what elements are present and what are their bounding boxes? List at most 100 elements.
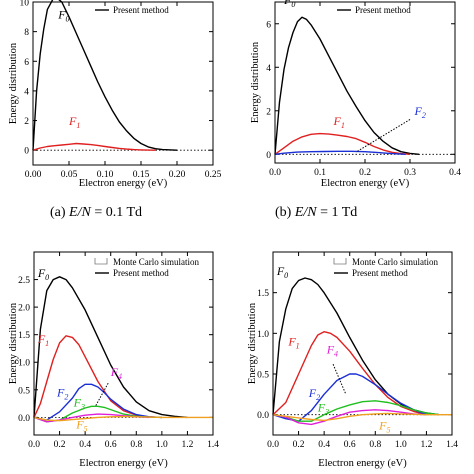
series-label-F0: F0	[276, 264, 288, 280]
y-tick-label: 6	[266, 20, 271, 30]
x-tick-label: 1.4	[446, 440, 458, 450]
chart-panel-d: 0.0 0.2 0.4 0.6 0.8 1.0 1.2 1.4 0.0 0.5 1.0 1.5 F0 F1…	[247, 251, 458, 469]
series-label-F1: F1	[68, 114, 80, 130]
plot-frame	[33, 251, 214, 436]
x-tick-label: 0.20	[169, 170, 186, 180]
x-tick-label: 1.4	[207, 440, 219, 450]
legend-entry: Present method	[113, 5, 169, 15]
legend-entry: Present method	[355, 5, 411, 15]
y-tick-label: 0	[24, 147, 29, 157]
series-label-F0: F0	[283, 0, 295, 9]
chart-panel-c: 0.0 0.2 0.4 0.6 0.8 1.0 1.2 1.4 0.0 0.5 1.0 1.5 2.0 2…	[8, 251, 219, 469]
x-tick-label: 0.2	[54, 440, 66, 450]
y-tick-label: 6	[24, 58, 29, 68]
x-tick-label: 1.2	[181, 440, 193, 450]
y-tick-label: 2.5	[18, 276, 30, 286]
series-label-F0: F0	[57, 7, 69, 23]
panel-caption: (a) E/N = 0.1 Td	[50, 205, 142, 220]
legend-swatch-monte-carlo	[94, 258, 108, 265]
plot-frame	[272, 251, 453, 436]
x-tick-label: 0.00	[25, 170, 42, 180]
series-label-F3: F3	[317, 400, 329, 416]
panel-caption: (b) E/N = 1 Td	[275, 205, 357, 220]
x-tick-label: 0.25	[205, 170, 222, 180]
pointer-line	[332, 364, 347, 395]
series-line-F3	[272, 400, 440, 422]
x-axis-label: Electron energy (eV)	[318, 458, 407, 469]
series-line-F4	[272, 409, 427, 426]
series-label-F1: F1	[333, 114, 345, 130]
y-axis-label: Energy distribution	[247, 302, 258, 384]
y-tick-label: 0.0	[257, 411, 269, 421]
y-tick-label: 4	[266, 64, 271, 74]
x-tick-label: 0.8	[369, 440, 381, 450]
y-axis-label: Energy distribution	[8, 302, 19, 384]
series-line-F0	[33, 276, 188, 419]
series-label-F2: F2	[56, 385, 68, 401]
series-label-F2: F2	[308, 386, 320, 402]
x-tick-label: 0.10	[97, 170, 114, 180]
y-tick-label: 0.5	[257, 371, 269, 381]
series-label-F5: F5	[75, 417, 87, 433]
pointer-line	[94, 382, 109, 407]
series-line-F5	[33, 415, 213, 422]
series-label-F2: F2	[414, 104, 426, 120]
x-tick-label: 0.0	[267, 440, 279, 450]
x-tick-label: 0.0	[269, 168, 281, 178]
series-line-F0	[32, 0, 178, 151]
y-tick-label: 1.5	[18, 331, 30, 341]
chart-panel-b: 0.0 0.1 0.2 0.3 0.4 0 2 4 6 F0 F1 F2 Present method E…	[250, 0, 461, 220]
series-line-F5	[272, 412, 452, 422]
y-axis-label: Energy distribution	[250, 41, 261, 123]
legend-entry: Present method	[113, 268, 169, 278]
series-label-F5: F5	[378, 418, 390, 434]
x-tick-label: 0.6	[105, 440, 117, 450]
x-tick-label: 1.2	[420, 440, 432, 450]
y-tick-label: 1.5	[257, 289, 269, 299]
series-label-F1: F1	[37, 332, 49, 348]
x-tick-label: 0.4	[318, 440, 330, 450]
x-tick-label: 0.4	[79, 440, 91, 450]
plot-frame	[32, 1, 214, 166]
series-label-F1: F1	[287, 335, 299, 351]
series-label-F4: F4	[110, 365, 122, 381]
y-tick-label: 2	[24, 117, 29, 127]
y-tick-label: 0	[266, 151, 271, 161]
legend-swatch-monte-carlo	[333, 258, 347, 265]
x-tick-label: 0.2	[359, 168, 371, 178]
y-tick-label: 2.0	[18, 304, 30, 314]
x-axis-label: Electron energy (eV)	[79, 458, 168, 469]
series-line-F1	[33, 335, 162, 419]
x-tick-label: 0.1	[314, 168, 326, 178]
x-tick-label: 0.0	[28, 440, 40, 450]
x-tick-label: 0.15	[133, 170, 150, 180]
y-axis-label: Energy distribution	[8, 42, 19, 124]
series-line-F1	[274, 132, 411, 155]
x-tick-label: 0.4	[449, 168, 461, 178]
plot-frame	[274, 1, 456, 164]
y-tick-label: 1.0	[257, 330, 269, 340]
series-label-F3: F3	[73, 395, 85, 411]
y-tick-label: 10	[20, 0, 30, 9]
y-tick-label: 8	[24, 28, 29, 38]
legend-entry: Present method	[352, 268, 408, 278]
series-line-F2	[33, 383, 162, 421]
x-tick-label: 0.6	[344, 440, 356, 450]
x-tick-label: 0.3	[404, 168, 416, 178]
series-line-F1	[32, 142, 156, 151]
legend-entry: Monte Carlo simulation	[113, 257, 199, 267]
legend-entry: Monte Carlo simulation	[352, 257, 438, 267]
series-label-F4: F4	[326, 343, 338, 359]
y-tick-label: 4	[24, 87, 29, 97]
series-label-F0: F0	[37, 266, 49, 282]
x-tick-label: 0.05	[61, 170, 78, 180]
chart-panel-a: 0.00 0.05 0.10 0.15 0.20 0.25 0 2 4 6 8 10 F0 F1 Prese…	[8, 0, 222, 220]
x-tick-label: 0.2	[293, 440, 305, 450]
y-tick-label: 1.0	[18, 359, 30, 369]
x-axis-label: Electron energy (eV)	[321, 178, 410, 189]
y-tick-label: 0.0	[18, 414, 30, 424]
y-tick-label: 2	[266, 107, 271, 117]
x-tick-label: 1.0	[395, 440, 407, 450]
series-line-F2	[274, 150, 406, 155]
